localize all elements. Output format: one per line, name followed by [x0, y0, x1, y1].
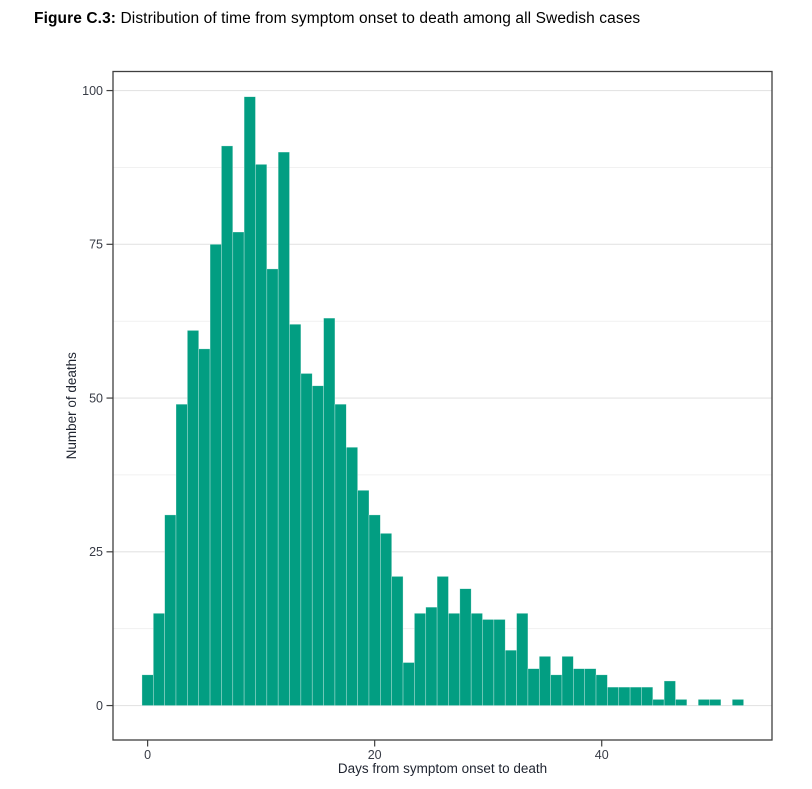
y-tick-label: 100 [82, 84, 103, 98]
histogram-bar [538, 656, 551, 706]
histogram-bar [243, 96, 256, 706]
histogram-bar [459, 588, 472, 706]
histogram-bar [380, 533, 392, 706]
histogram-bar [573, 668, 585, 706]
histogram-bar [550, 674, 563, 706]
histogram-bar [141, 674, 154, 706]
histogram-bar [482, 619, 495, 706]
histogram-bar [277, 151, 290, 706]
histogram-bar [709, 699, 722, 706]
histogram-bar [448, 613, 461, 706]
histogram-bar [641, 686, 654, 706]
histogram-bar [595, 674, 608, 706]
x-axis-title: Days from symptom onset to death [338, 761, 547, 776]
histogram-bar [289, 323, 302, 706]
histogram-bar [584, 668, 597, 706]
histogram-bar [697, 699, 710, 706]
histogram-bar [198, 348, 211, 706]
histogram-bar [652, 699, 665, 706]
histogram-bar [266, 268, 279, 706]
figure-label: Figure C.3: [34, 10, 117, 27]
histogram-bar [493, 619, 506, 706]
histogram-bar [629, 686, 642, 706]
y-tick-label: 50 [89, 391, 103, 405]
histogram-bar [607, 686, 620, 706]
histogram-bar [153, 613, 165, 706]
histogram-bar [357, 490, 370, 706]
panel-border [112, 70, 773, 741]
histogram-bar [436, 576, 449, 706]
histogram-bar [731, 699, 744, 706]
histogram-bar [663, 680, 676, 706]
histogram-bar [175, 403, 188, 706]
histogram-bar [323, 317, 336, 706]
histogram-bar [187, 330, 200, 706]
histogram-bar [232, 231, 245, 706]
histogram-bar [311, 385, 324, 706]
histogram-bar [561, 656, 574, 706]
histogram-bar [164, 514, 177, 706]
histogram-bar [345, 446, 358, 706]
histogram-bar [402, 662, 415, 706]
histogram-bar [675, 699, 688, 706]
y-axis-title: Number of deaths [64, 352, 79, 460]
histogram-bar [425, 606, 438, 706]
histogram-bar [504, 649, 517, 706]
histogram-bar [255, 164, 268, 706]
histogram-bar [209, 244, 222, 706]
histogram-bar [221, 145, 234, 706]
histogram-bar [300, 373, 313, 706]
y-tick-label: 0 [96, 699, 103, 713]
histogram-bar [334, 403, 347, 706]
x-tick-label: 0 [144, 748, 151, 762]
histogram-bar [368, 514, 381, 706]
figure-title: Figure C.3: Distribution of time from sy… [34, 10, 794, 28]
figure-caption: Distribution of time from symptom onset … [120, 10, 641, 27]
histogram-bar [618, 686, 631, 706]
histogram-bar [516, 613, 529, 706]
y-tick-label: 25 [89, 545, 103, 559]
y-tick-label: 75 [89, 238, 103, 252]
histogram-bar [527, 668, 540, 706]
histogram-bar [391, 576, 404, 706]
x-tick-label: 40 [595, 748, 609, 762]
x-tick-label: 20 [368, 748, 382, 762]
histogram-bar [470, 613, 483, 706]
histogram-bar [414, 613, 427, 706]
